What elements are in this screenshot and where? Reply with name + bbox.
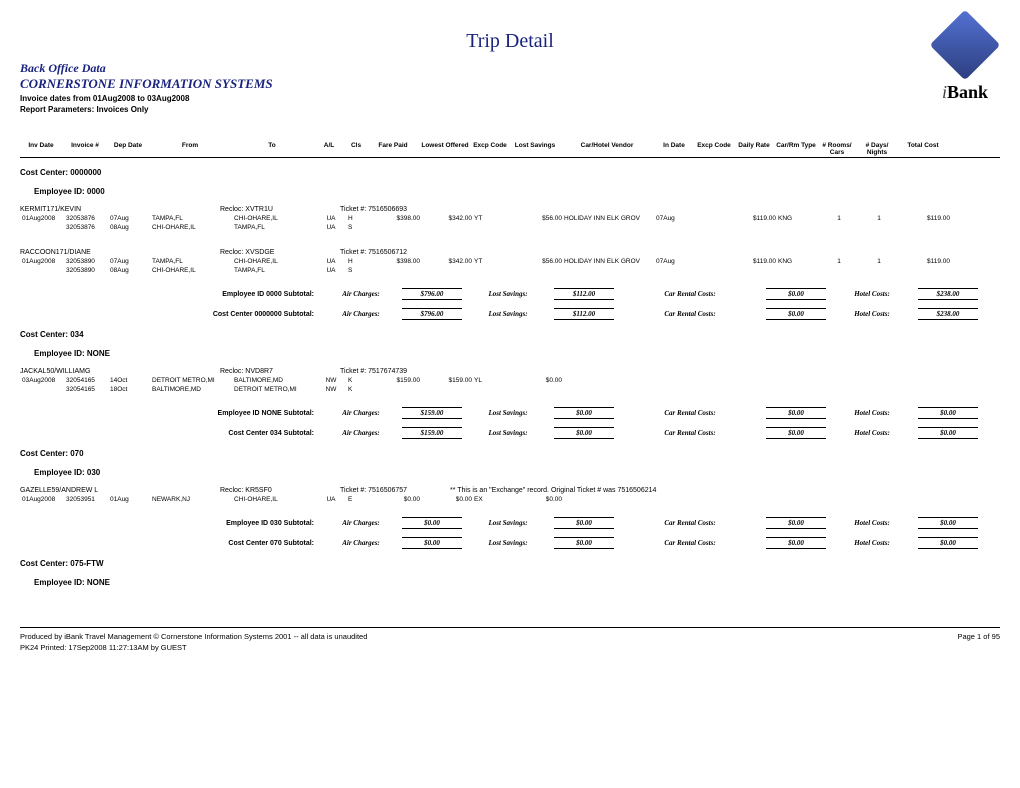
col-al: A/L xyxy=(314,142,344,156)
cost-center-label: Cost Center: 075-FTW xyxy=(20,559,1000,568)
page-title: Trip Detail xyxy=(20,30,1000,53)
subtitle-backoffice: Back Office Data xyxy=(20,61,1000,76)
subtotal-cc-label: Cost Center 0000000 Subtotal: xyxy=(20,311,320,318)
col-total: Total Cost xyxy=(898,142,948,156)
col-fare: Fare Paid xyxy=(368,142,418,156)
ticket-number: Ticket #: 7517674739 xyxy=(340,368,407,375)
col-type: Car/Rm Type xyxy=(776,142,816,156)
traveler-name: GAZELLE59/ANDREW L xyxy=(20,487,220,494)
col-from: From xyxy=(150,142,230,156)
subtotal-row: Employee ID 030 Subtotal: Air Charges:$0… xyxy=(20,517,1000,529)
ticket-number: Ticket #: 7516506693 xyxy=(340,206,407,213)
subtotal-row: Cost Center 070 Subtotal: Air Charges:$0… xyxy=(20,537,1000,549)
col-invdate: Inv Date xyxy=(20,142,62,156)
trip-header: GAZELLE59/ANDREW L Recloc: KR5SF0 Ticket… xyxy=(20,487,1000,494)
trip-header: JACKAL50/WILLIAMG Recloc: NVD8R7 Ticket … xyxy=(20,368,1000,375)
date-range: Invoice dates from 01Aug2008 to 03Aug200… xyxy=(20,94,1000,103)
col-depdate: Dep Date xyxy=(108,142,148,156)
col-indate: In Date xyxy=(654,142,694,156)
recloc: Recloc: KR5SF0 xyxy=(220,487,340,494)
col-vendor: Car/Hotel Vendor xyxy=(562,142,652,156)
traveler-name: RACCOON171/DIANE xyxy=(20,249,220,256)
subtitle-company: CORNERSTONE INFORMATION SYSTEMS xyxy=(20,76,1000,92)
col-excp2: Excp Code xyxy=(696,142,732,156)
logo-block: iBank xyxy=(940,20,990,103)
table-row: 3205416518OctBALTIMORE,MDDETROIT METRO,M… xyxy=(20,386,1000,393)
traveler-name: JACKAL50/WILLIAMG xyxy=(20,368,220,375)
car-value: $0.00 xyxy=(766,288,826,300)
lost-label: Lost Savings: xyxy=(468,290,548,298)
table-row: 3205389008AugCHI-OHARE,ILTAMPA,FLUAS xyxy=(20,267,1000,274)
footer-page: Page 1 of 95 xyxy=(957,632,1000,641)
subtotal-row: Cost Center 0000000 Subtotal: Air Charge… xyxy=(20,308,1000,320)
lost-value: $112.00 xyxy=(554,288,614,300)
footer-printed: PK24 Printed: 17Sep2008 11:27:13AM by GU… xyxy=(20,643,1000,652)
employee-id-label: Employee ID: 0000 xyxy=(34,187,1000,196)
table-row: 01Aug20083205387607AugTAMPA,FLCHI-OHARE,… xyxy=(20,215,1000,222)
col-nights: # Days/ Nights xyxy=(858,142,896,156)
table-row: 3205387608AugCHI-OHARE,ILTAMPA,FLUAS xyxy=(20,224,1000,231)
subtotal-row: Cost Center 034 Subtotal: Air Charges:$1… xyxy=(20,427,1000,439)
employee-id-label: Employee ID: 030 xyxy=(34,468,1000,477)
col-cls: Cls xyxy=(346,142,366,156)
col-excp: Excp Code xyxy=(472,142,508,156)
subtotal-row: Employee ID 0000 Subtotal: Air Charges: … xyxy=(20,288,1000,300)
footer-produced: Produced by iBank Travel Management © Co… xyxy=(20,632,367,641)
trip-header: RACCOON171/DIANE Recloc: XVSDGE Ticket #… xyxy=(20,249,1000,256)
col-to: To xyxy=(232,142,312,156)
recloc: Recloc: XVSDGE xyxy=(220,249,340,256)
table-row: 03Aug20083205416514OctDETROIT METRO,MIBA… xyxy=(20,377,1000,384)
cost-center-label: Cost Center: 070 xyxy=(20,449,1000,458)
hotel-label: Hotel Costs: xyxy=(832,290,912,298)
col-rooms: # Rooms/ Cars xyxy=(818,142,856,156)
hotel-value: $238.00 xyxy=(918,288,978,300)
col-rate: Daily Rate xyxy=(734,142,774,156)
footer: Produced by iBank Travel Management © Co… xyxy=(20,627,1000,641)
col-invoice: Invoice # xyxy=(64,142,106,156)
ticket-number: Ticket #: 7516506757 xyxy=(340,487,450,494)
logo-text: iBank xyxy=(940,82,990,103)
col-lost: Lost Savings xyxy=(510,142,560,156)
col-lowest: Lowest Offered xyxy=(420,142,470,156)
recloc: Recloc: XVTR1U xyxy=(220,206,340,213)
trip-header: KERMIT171/KEVIN Recloc: XVTR1U Ticket #:… xyxy=(20,206,1000,213)
report-params: Report Parameters: Invoices Only xyxy=(20,105,1000,114)
recloc: Recloc: NVD8R7 xyxy=(220,368,340,375)
subtotal-row: Employee ID NONE Subtotal: Air Charges:$… xyxy=(20,407,1000,419)
employee-id-label: Employee ID: NONE xyxy=(34,578,1000,587)
car-label: Car Rental Costs: xyxy=(620,290,760,298)
ticket-number: Ticket #: 7516506712 xyxy=(340,249,407,256)
employee-id-label: Employee ID: NONE xyxy=(34,349,1000,358)
subtotal-emp-label: Employee ID 0000 Subtotal: xyxy=(20,291,320,298)
air-value: $796.00 xyxy=(402,288,462,300)
air-label: Air Charges: xyxy=(326,290,396,298)
cost-center-label: Cost Center: 0000000 xyxy=(20,168,1000,177)
table-row: 01Aug20083205395101AugNEWARK,NJCHI-OHARE… xyxy=(20,496,1000,503)
traveler-name: KERMIT171/KEVIN xyxy=(20,206,220,213)
logo-cube-icon xyxy=(930,10,1001,81)
cost-center-label: Cost Center: 034 xyxy=(20,330,1000,339)
table-row: 01Aug20083205389007AugTAMPA,FLCHI-OHARE,… xyxy=(20,258,1000,265)
column-header-row: Inv Date Invoice # Dep Date From To A/L … xyxy=(20,142,1000,158)
exchange-note: ** This is an "Exchange" record. Origina… xyxy=(450,487,656,494)
